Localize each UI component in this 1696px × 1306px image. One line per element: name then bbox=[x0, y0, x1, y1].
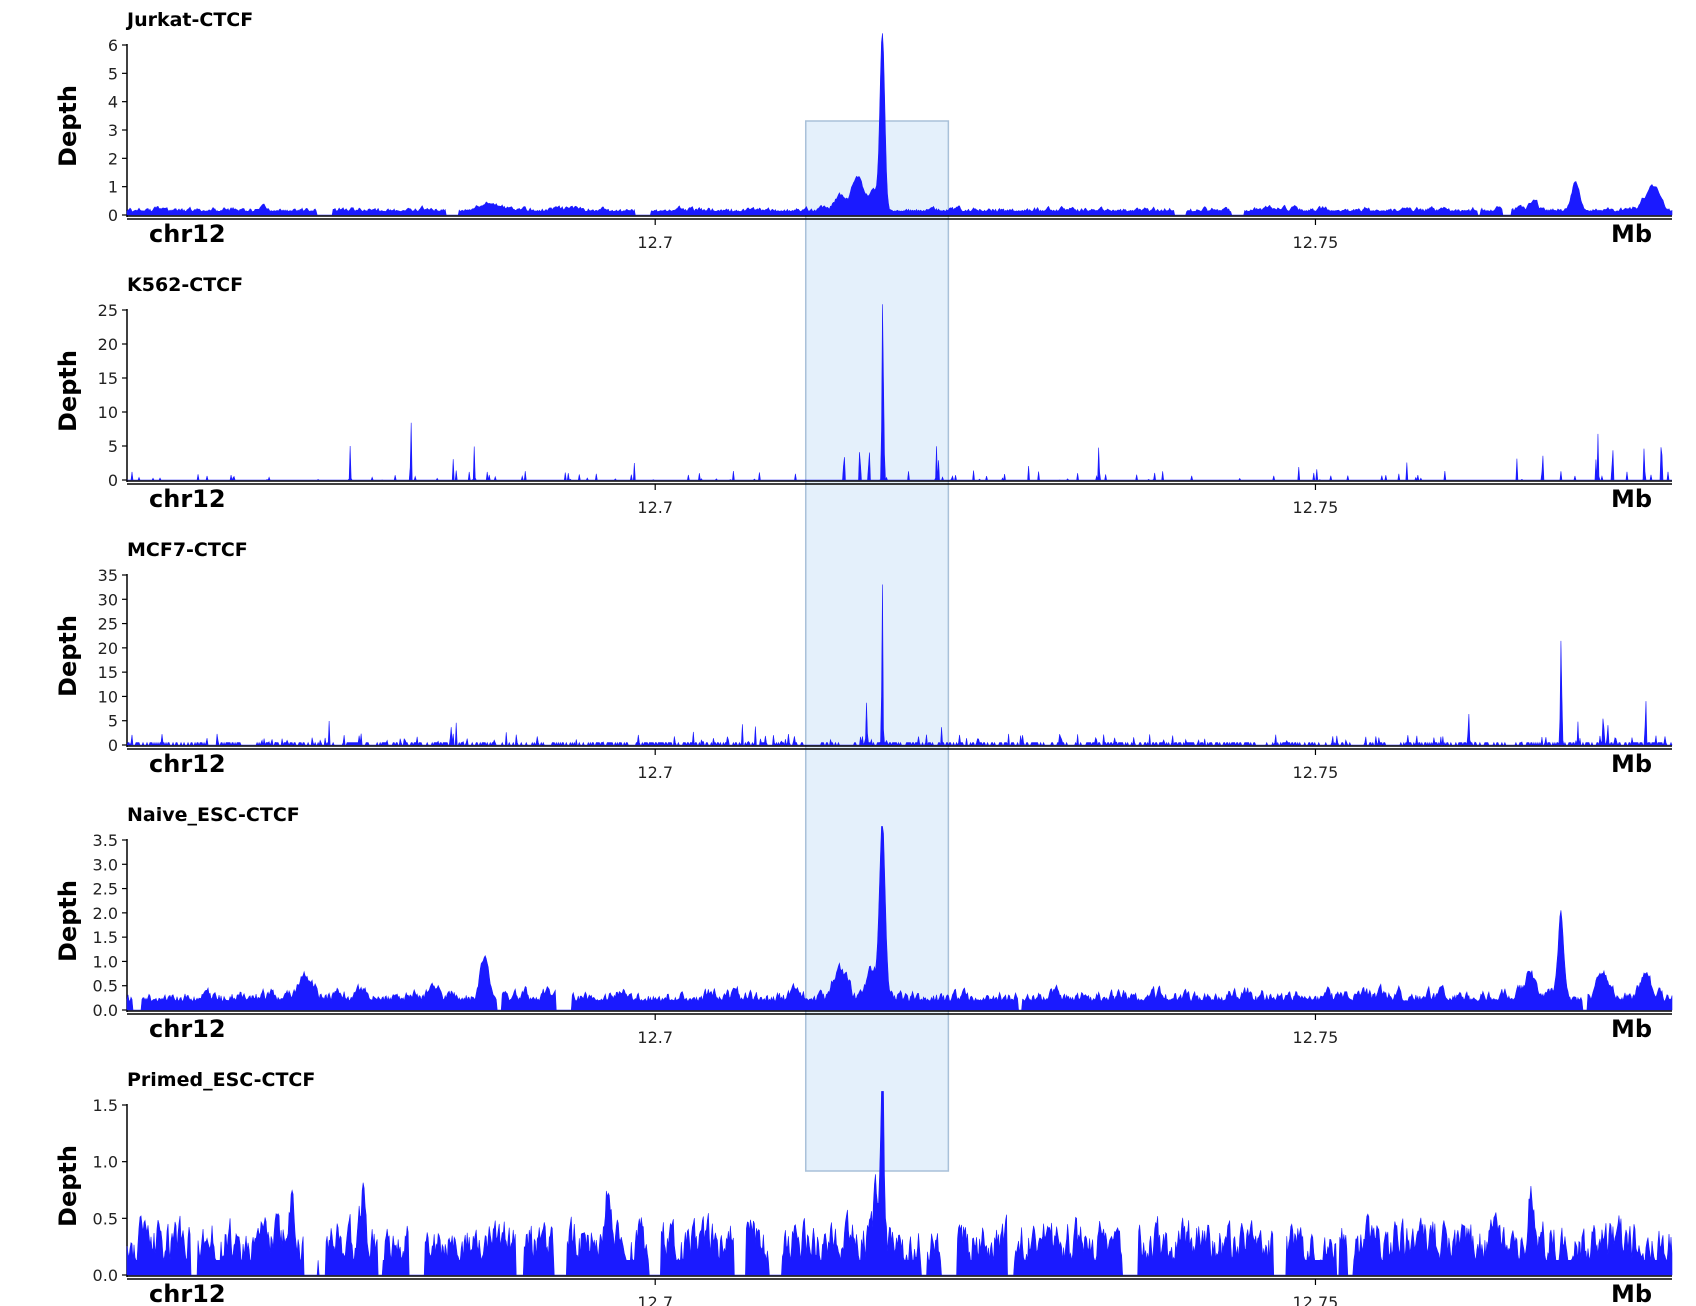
y-tick-label: 1.5 bbox=[93, 928, 118, 947]
coverage-series bbox=[126, 33, 1673, 216]
x-tick-label: 12.7 bbox=[637, 233, 673, 252]
y-tick-label: 0.0 bbox=[93, 1266, 118, 1285]
y-tick-label: 15 bbox=[98, 663, 118, 682]
y-tick-label: 2 bbox=[108, 149, 118, 168]
coverage-series bbox=[126, 826, 1673, 1011]
y-tick-label: 30 bbox=[98, 590, 118, 609]
track-title: Jurkat-CTCF bbox=[125, 9, 253, 31]
chromosome-label: chr12 bbox=[149, 1015, 226, 1043]
y-axis-label: Depth bbox=[54, 1145, 82, 1227]
x-tick-label: 12.75 bbox=[1293, 1293, 1339, 1306]
track-title: K562-CTCF bbox=[127, 274, 243, 296]
y-tick-label: 20 bbox=[98, 639, 118, 658]
y-tick-label: 6 bbox=[108, 36, 118, 55]
y-tick-label: 25 bbox=[98, 615, 118, 634]
track-title: MCF7-CTCF bbox=[127, 539, 248, 561]
y-tick-label: 3.5 bbox=[93, 831, 118, 850]
x-tick-label: 12.75 bbox=[1293, 1028, 1339, 1047]
track-panel: Primed_ESC-CTCF Depth 0.0 0.5 1.0 1.5 12.7 12.7… bbox=[54, 1069, 1673, 1306]
y-tick-label: 1.0 bbox=[93, 952, 118, 971]
unit-label: Mb bbox=[1611, 220, 1652, 248]
y-tick-label: 4 bbox=[108, 93, 118, 112]
y-axis-label: Depth bbox=[54, 350, 82, 432]
y-tick-label: 2.5 bbox=[93, 880, 118, 899]
track-title: Primed_ESC-CTCF bbox=[127, 1069, 315, 1091]
y-tick-label: 10 bbox=[98, 403, 118, 422]
y-tick-label: 0 bbox=[108, 736, 118, 755]
y-tick-label: 0 bbox=[108, 206, 118, 225]
coverage-series bbox=[127, 304, 1672, 482]
y-tick-label: 2.0 bbox=[93, 904, 118, 923]
x-tick-label: 12.75 bbox=[1293, 233, 1339, 252]
y-tick-label: 1 bbox=[108, 178, 118, 197]
y-tick-label: 15 bbox=[98, 369, 118, 388]
y-tick-label: 3 bbox=[108, 121, 118, 140]
coverage-series bbox=[126, 1091, 1673, 1276]
y-tick-label: 20 bbox=[98, 335, 118, 354]
y-tick-label: 25 bbox=[98, 301, 118, 320]
y-tick-label: 3.0 bbox=[93, 855, 118, 874]
unit-label: Mb bbox=[1611, 1015, 1652, 1043]
chromosome-label: chr12 bbox=[149, 750, 226, 778]
y-axis-label: Depth bbox=[54, 85, 82, 167]
y-tick-label: 1.0 bbox=[93, 1153, 118, 1172]
y-tick-label: 5 bbox=[108, 437, 118, 456]
chromosome-label: chr12 bbox=[149, 1280, 226, 1306]
track-panel: K562-CTCF Depth 0 5 10 15 20 25 12.7 12.75 chr12 Mb bbox=[54, 274, 1672, 517]
x-tick-label: 12.7 bbox=[637, 1028, 673, 1047]
y-tick-label: 0 bbox=[108, 471, 118, 490]
track-title: Naive_ESC-CTCF bbox=[127, 804, 300, 826]
y-tick-label: 5 bbox=[108, 64, 118, 83]
y-axis-label: Depth bbox=[54, 880, 82, 962]
chromosome-label: chr12 bbox=[149, 485, 226, 513]
track-panel: Jurkat-CTCF Depth 0 1 2 3 4 5 6 12.7 12.75 chr12 Mb bbox=[54, 9, 1673, 252]
x-tick-label: 12.7 bbox=[637, 763, 673, 782]
x-tick-label: 12.7 bbox=[637, 498, 673, 517]
unit-label: Mb bbox=[1611, 1280, 1652, 1306]
chromosome-label: chr12 bbox=[149, 220, 226, 248]
x-tick-label: 12.7 bbox=[637, 1293, 673, 1306]
x-tick-label: 12.75 bbox=[1293, 763, 1339, 782]
x-tick-label: 12.75 bbox=[1293, 498, 1339, 517]
unit-label: Mb bbox=[1611, 750, 1652, 778]
y-tick-label: 35 bbox=[98, 566, 118, 585]
y-tick-label: 5 bbox=[108, 712, 118, 731]
y-tick-label: 0.5 bbox=[93, 977, 118, 996]
coverage-series bbox=[126, 584, 1673, 747]
track-panel: MCF7-CTCF Depth 0 5 10 15 20 25 30 35 12.7 12.75 chr… bbox=[54, 539, 1673, 782]
y-tick-label: 0.0 bbox=[93, 1001, 118, 1020]
track-panel: Naive_ESC-CTCF Depth 0.0 0.5 1.0 1.5 2.0 2.5 3.0… bbox=[54, 804, 1673, 1047]
y-tick-label: 0.5 bbox=[93, 1209, 118, 1228]
unit-label: Mb bbox=[1611, 485, 1652, 513]
y-tick-label: 1.5 bbox=[93, 1096, 118, 1115]
y-axis-label: Depth bbox=[54, 615, 82, 697]
y-tick-label: 10 bbox=[98, 687, 118, 706]
